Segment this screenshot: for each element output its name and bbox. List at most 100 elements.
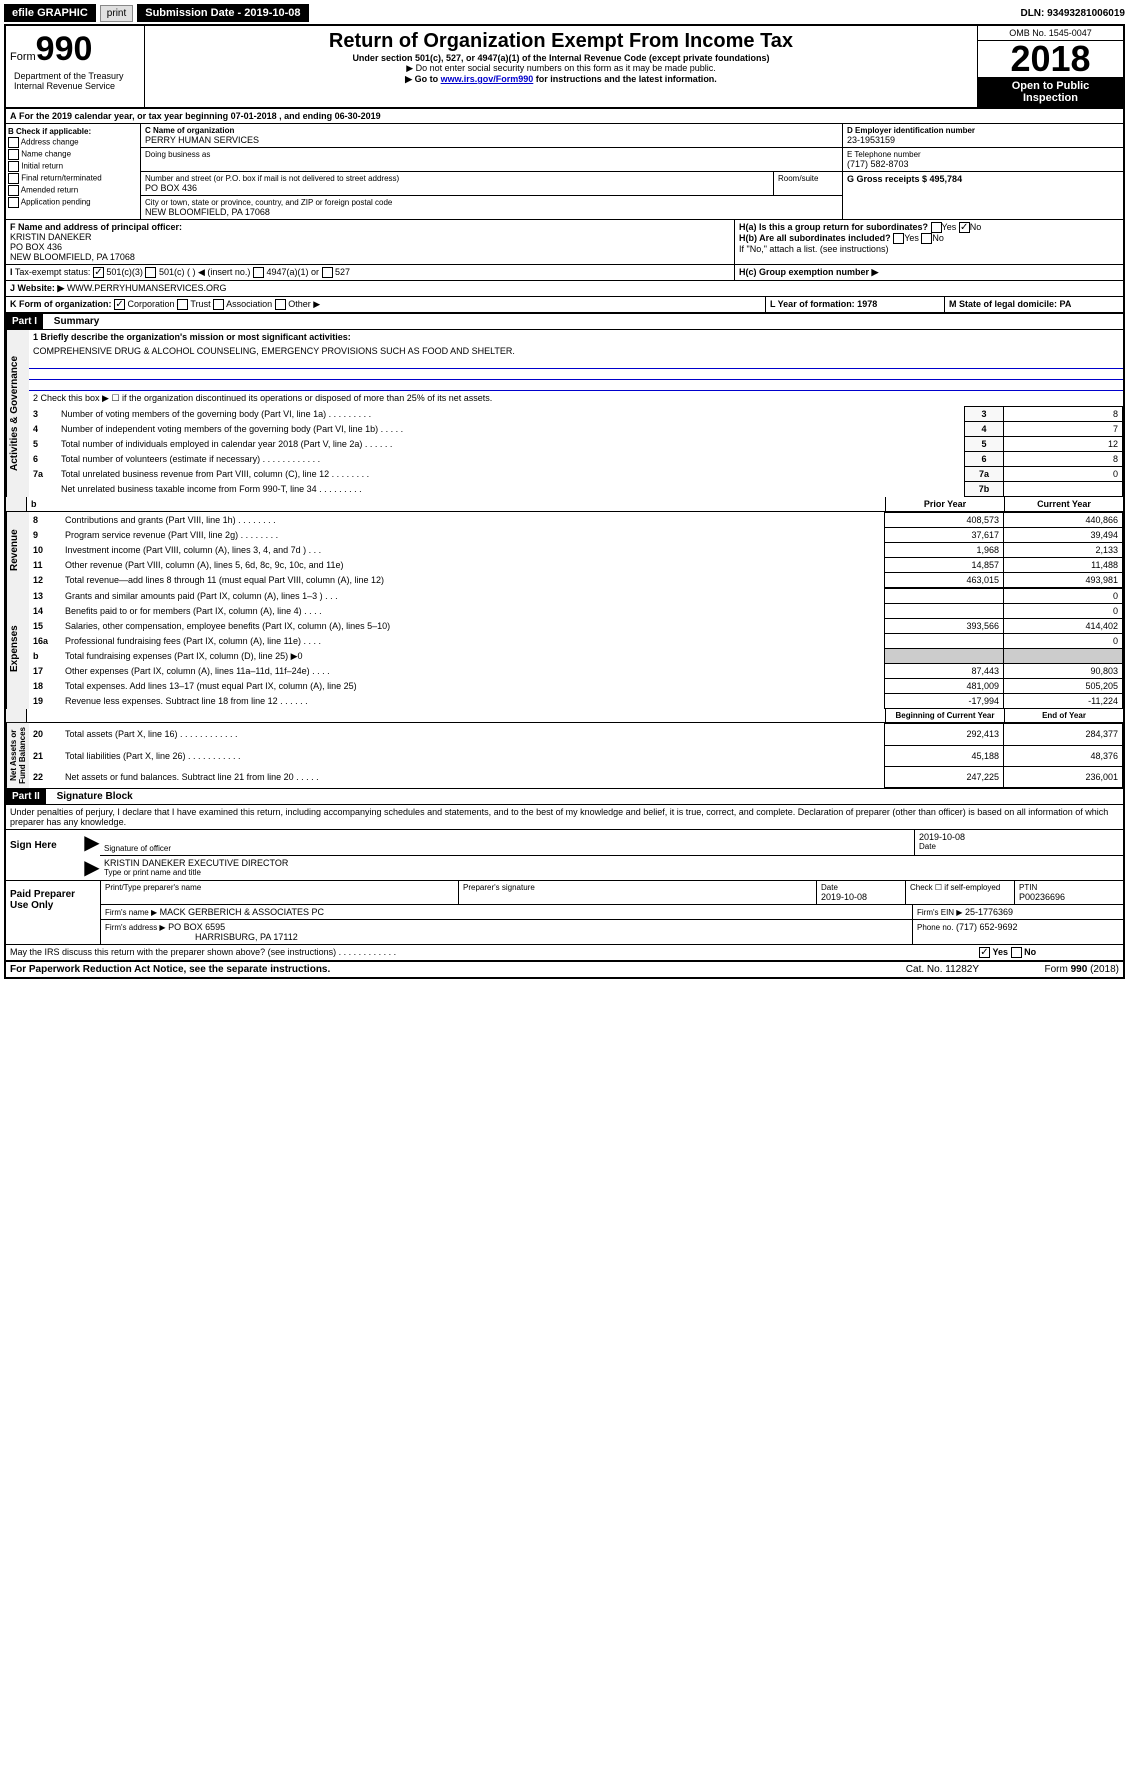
submission-date: Submission Date - 2019-10-08 (137, 4, 308, 22)
footer-cat: Cat. No. 11282Y (906, 964, 979, 975)
discuss-line: May the IRS discuss this return with the… (6, 945, 975, 960)
officer-typed: KRISTIN DANEKER EXECUTIVE DIRECTOR (104, 858, 1119, 868)
phone: (717) 582-8703 (847, 159, 1119, 169)
part2-title: Signature Block (49, 791, 133, 802)
open-public: Open to Public Inspection (978, 77, 1123, 107)
perjury-text: Under penalties of perjury, I declare th… (6, 805, 1123, 829)
irs-link[interactable]: www.irs.gov/Form990 (441, 74, 534, 84)
table-row: 14Benefits paid to or for members (Part … (29, 604, 1123, 619)
part1-header: Part I (6, 314, 43, 329)
vlabel-rev: Revenue (6, 512, 29, 588)
vlabel-exp: Expenses (6, 588, 29, 709)
form-note2: ▶ Go to www.irs.gov/Form990 for instruct… (149, 74, 973, 85)
form-number: 990 (36, 30, 93, 68)
efile-label: efile GRAPHIC (4, 4, 96, 22)
line-1a: 1 Briefly describe the organization's mi… (29, 330, 1123, 344)
footer-form: Form 990 (2018) (979, 964, 1119, 975)
section-b: B Check if applicable: Address change Na… (6, 124, 141, 219)
line-2: 2 Check this box ▶ ☐ if the organization… (29, 391, 1123, 406)
checkbox-item[interactable]: Name change (8, 149, 138, 160)
table-row: 19Revenue less expenses. Subtract line 1… (29, 694, 1123, 709)
table-row: 5Total number of individuals employed in… (29, 437, 1123, 452)
city-label: City or town, state or province, country… (145, 198, 838, 207)
form-subtitle: Under section 501(c), 527, or 4947(a)(1)… (149, 53, 973, 63)
checkbox-item[interactable]: Address change (8, 137, 138, 148)
m-state: M State of legal domicile: PA (944, 297, 1123, 312)
d-label: D Employer identification number (847, 126, 1119, 135)
table-row: 13Grants and similar amounts paid (Part … (29, 589, 1123, 604)
py-header: Prior Year (885, 497, 1004, 511)
paid-preparer: Paid Preparer Use Only (6, 881, 100, 944)
sig-officer-lbl: Signature of officer (104, 844, 910, 853)
vlabel-ag: Activities & Governance (6, 330, 29, 497)
checkbox-item[interactable]: Amended return (8, 185, 138, 196)
table-row: 3Number of voting members of the governi… (29, 407, 1123, 422)
line-a: A For the 2019 calendar year, or tax yea… (6, 109, 385, 123)
dept-label: Department of the Treasury Internal Reve… (10, 69, 140, 93)
c-name-label: C Name of organization (145, 126, 838, 135)
h-b2: If "No," attach a list. (see instruction… (739, 244, 1119, 254)
dba-label: Doing business as (145, 150, 838, 159)
e-label: E Telephone number (847, 150, 1119, 159)
checkbox-item[interactable]: Application pending (8, 197, 138, 208)
ptin: P00236696 (1019, 892, 1119, 902)
room-label: Room/suite (778, 174, 838, 183)
form-note1: ▶ Do not enter social security numbers o… (149, 63, 973, 74)
addr-label: Number and street (or P.O. box if mail i… (145, 174, 769, 183)
org-city: NEW BLOOMFIELD, PA 17068 (145, 207, 838, 217)
table-row: 20Total assets (Part X, line 16) . . . .… (29, 724, 1123, 745)
ein: 23-1953159 (847, 135, 1119, 145)
table-row: 22Net assets or fund balances. Subtract … (29, 766, 1123, 787)
table-row: 12Total revenue—add lines 8 through 11 (… (29, 573, 1123, 588)
table-row: 4Number of independent voting members of… (29, 422, 1123, 437)
table-row: 17Other expenses (Part IX, column (A), l… (29, 664, 1123, 679)
tax-year: 2018 (978, 41, 1123, 77)
officer-addr1: PO BOX 436 (10, 242, 730, 252)
sign-here: Sign Here (6, 830, 84, 880)
form-prefix: Form (10, 51, 36, 63)
firm-city: HARRISBURG, PA 17112 (105, 932, 908, 942)
vlabel-na: Net Assets or Fund Balances (6, 723, 29, 788)
print-button[interactable]: print (100, 5, 133, 22)
officer-name: KRISTIN DANEKER (10, 232, 730, 242)
table-row: 6Total number of volunteers (estimate if… (29, 452, 1123, 467)
k-form-org: K Form of organization: Corporation Trus… (6, 297, 765, 312)
firm-addr: PO BOX 6595 (168, 922, 225, 932)
officer-addr2: NEW BLOOMFIELD, PA 17068 (10, 252, 730, 262)
i-status: I Tax-exempt status: 501(c)(3) 501(c) ( … (6, 265, 734, 280)
firm-ein: 25-1776369 (965, 907, 1013, 917)
g-receipts: G Gross receipts $ 495,784 (847, 174, 1119, 184)
part2-header: Part II (6, 789, 46, 804)
line-1b: COMPREHENSIVE DRUG & ALCOHOL COUNSELING,… (29, 344, 1123, 358)
checkbox-item[interactable]: Initial return (8, 161, 138, 172)
h-c: H(c) Group exemption number ▶ (734, 265, 1123, 280)
table-row: 15Salaries, other compensation, employee… (29, 619, 1123, 634)
table-row: 18Total expenses. Add lines 13–17 (must … (29, 679, 1123, 694)
sig-date1: 2019-10-08 (919, 832, 1119, 842)
table-row: 8Contributions and grants (Part VIII, li… (29, 513, 1123, 528)
firm-phone: (717) 652-9692 (956, 922, 1018, 932)
l-year: L Year of formation: 1978 (765, 297, 944, 312)
form-header: Form990 Department of the Treasury Inter… (6, 26, 1123, 109)
check-self: Check ☐ if self-employed (910, 883, 1010, 892)
table-row: 16aProfessional fundraising fees (Part I… (29, 634, 1123, 649)
na-hdr2: End of Year (1004, 709, 1123, 722)
checkbox-item[interactable]: Final return/terminated (8, 173, 138, 184)
cy-header: Current Year (1004, 497, 1123, 511)
form-title: Return of Organization Exempt From Incom… (149, 30, 973, 53)
form-container: Form990 Department of the Treasury Inter… (4, 24, 1125, 979)
dln: DLN: 93493281006019 (1020, 8, 1125, 19)
table-row: 10Investment income (Part VIII, column (… (29, 543, 1123, 558)
prep-date: 2019-10-08 (821, 892, 901, 902)
firm-name: MACK GERBERICH & ASSOCIATES PC (160, 907, 324, 917)
h-a: H(a) Is this a group return for subordin… (739, 222, 1119, 233)
table-row: 21Total liabilities (Part X, line 26) . … (29, 745, 1123, 766)
f-label: F Name and address of principal officer: (10, 222, 730, 232)
table-row: bTotal fundraising expenses (Part IX, co… (29, 649, 1123, 664)
org-name: PERRY HUMAN SERVICES (145, 135, 838, 145)
h-b: H(b) Are all subordinates included? Yes … (739, 233, 1119, 244)
na-hdr1: Beginning of Current Year (885, 709, 1004, 722)
table-row: 11Other revenue (Part VIII, column (A), … (29, 558, 1123, 573)
j-website: J Website: ▶ WWW.PERRYHUMANSERVICES.ORG (6, 281, 231, 296)
footer-paperwork: For Paperwork Reduction Act Notice, see … (10, 964, 906, 975)
